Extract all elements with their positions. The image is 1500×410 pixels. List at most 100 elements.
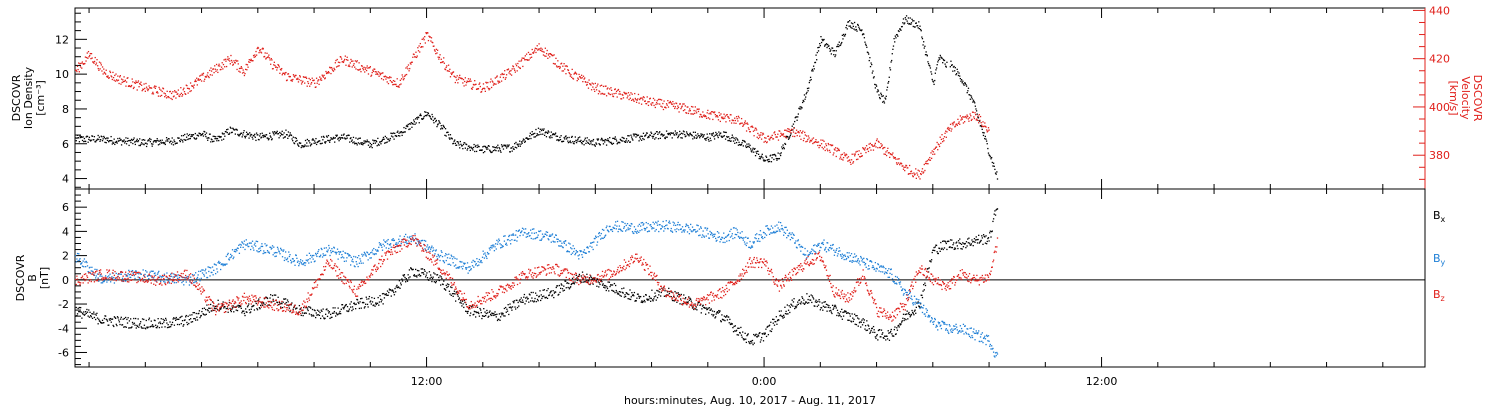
data-point [113,316,116,318]
data-point [224,135,226,137]
data-point [535,128,537,131]
data-point [117,317,119,319]
data-point [811,68,814,71]
data-point [604,141,606,143]
data-point [968,120,970,122]
data-point [222,133,224,135]
data-point [731,323,733,325]
data-point [455,76,457,79]
data-point [171,323,173,326]
data-point [442,61,444,63]
data-point [107,279,109,281]
data-point [808,295,810,298]
data-point [325,313,327,315]
data-point [889,67,891,69]
data-point [650,132,653,135]
data-point [635,101,638,103]
data-point [762,340,765,342]
data-point [322,139,324,141]
data-point [322,135,325,138]
data-point [730,140,732,142]
data-point [932,151,935,153]
data-point [96,317,99,319]
data-point [740,334,743,336]
data-point [120,83,122,85]
data-point [504,144,506,146]
data-point [551,136,553,139]
data-point [718,111,720,114]
data-point [765,141,768,144]
data-point [475,150,478,153]
data-point [804,134,806,136]
data-point [812,137,815,139]
data-point [422,37,425,39]
data-point [614,291,616,294]
data-point [912,20,914,22]
data-point [309,145,312,147]
data-point [695,137,698,139]
data-point [425,276,427,278]
data-point [159,321,161,323]
data-point [926,55,928,57]
data-point [357,138,359,140]
data-point [126,318,128,321]
data-point [505,306,507,309]
data-point [121,81,123,84]
data-point [523,139,525,141]
data-point [816,141,818,144]
data-point [124,273,126,276]
data-point [260,136,263,138]
data-point [736,334,738,336]
data-point [521,301,523,303]
data-point [190,134,193,136]
data-point [366,65,368,67]
data-point [86,52,88,54]
data-point [831,144,834,146]
data-point [835,155,837,158]
data-point [108,77,110,79]
data-point [759,155,761,158]
data-point [230,127,232,129]
data-point [147,88,150,90]
data-point [768,138,770,140]
data-point [677,106,680,109]
data-point [977,238,979,241]
data-point [263,134,265,136]
data-point [632,139,634,141]
data-point [192,311,194,314]
data-point [145,142,147,144]
data-point [365,69,368,72]
data-point [242,246,244,249]
data-point [467,310,469,313]
data-point [299,76,301,78]
data-point [255,132,258,134]
data-point [174,317,176,320]
data-point [345,59,348,61]
data-point [359,143,361,145]
data-point [750,340,752,342]
data-point [753,333,755,336]
data-point [878,96,881,99]
data-point [665,107,667,109]
data-point [415,275,417,277]
data-point [978,122,980,124]
data-point [451,138,453,140]
data-point [826,310,828,312]
data-point [401,74,403,76]
data-point [231,131,233,133]
data-point [172,141,174,143]
data-point [388,77,390,79]
data-point [275,131,278,134]
y-tick-label: 2 [62,250,69,263]
data-point [970,96,973,98]
data-point [887,330,889,332]
data-point [531,300,534,302]
data-point [793,127,795,129]
data-point [238,135,240,137]
data-point [808,81,810,84]
data-point [807,138,809,141]
data-point [397,130,399,132]
data-point [272,131,274,133]
data-point [924,45,926,47]
data-point [361,142,363,144]
